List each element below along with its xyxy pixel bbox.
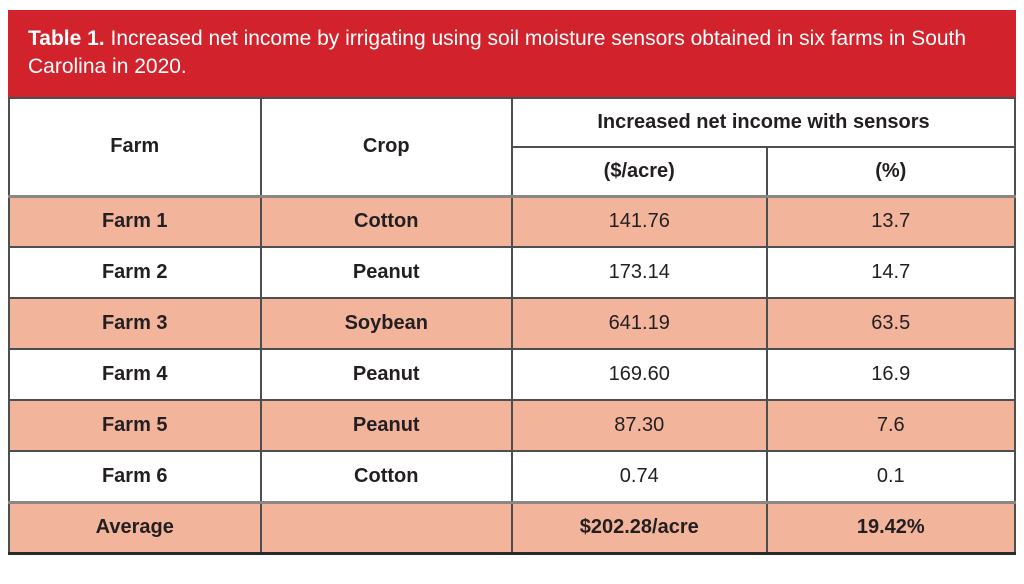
- table-number-label: Table 1.: [28, 27, 105, 50]
- dollars-cell: 641.19: [511, 297, 768, 350]
- crop-cell: Soybean: [259, 297, 513, 350]
- table-title-banner: Table 1. Increased net income by irrigat…: [8, 10, 1016, 97]
- income-table: Farm Crop Increased net income with sens…: [8, 97, 1017, 555]
- farm-cell: Farm 5: [8, 399, 262, 452]
- col-header-dollars-per-acre: ($/acre): [511, 146, 768, 197]
- crop-cell: Peanut: [259, 399, 513, 452]
- percent-cell: 7.6: [765, 399, 1017, 452]
- farm-cell: Farm 1: [8, 194, 262, 248]
- crop-cell: Peanut: [259, 348, 513, 401]
- table-row-farm-3: Farm 3 Soybean 641.19 63.5: [8, 297, 1017, 350]
- dollars-cell: 169.60: [511, 348, 768, 401]
- percent-cell: 16.9: [765, 348, 1017, 401]
- average-crop-cell: [259, 500, 513, 554]
- crop-cell: Cotton: [259, 450, 513, 503]
- col-header-percent: (%): [765, 146, 1017, 197]
- farm-cell: Farm 3: [8, 297, 262, 350]
- farm-cell: Farm 2: [8, 246, 262, 299]
- percent-cell: 13.7: [765, 194, 1017, 248]
- crop-cell: Cotton: [259, 194, 513, 248]
- average-dollars-cell: $202.28/acre: [511, 500, 768, 554]
- table-row-farm-4: Farm 4 Peanut 169.60 16.9: [8, 348, 1017, 401]
- table-caption: Increased net income by irrigating using…: [28, 27, 967, 78]
- percent-cell: 14.7: [765, 246, 1017, 299]
- table-row-farm-6: Farm 6 Cotton 0.74 0.1: [8, 450, 1017, 503]
- farm-cell: Farm 4: [8, 348, 262, 401]
- dollars-cell: 173.14: [511, 246, 768, 299]
- table-row-farm-5: Farm 5 Peanut 87.30 7.6: [8, 399, 1017, 452]
- col-header-income-group: Increased net income with sensors: [511, 97, 1016, 148]
- table-row-average: Average $202.28/acre 19.42%: [8, 500, 1017, 554]
- dollars-cell: 87.30: [511, 399, 768, 452]
- table-title: Table 1. Increased net income by irrigat…: [28, 25, 996, 81]
- table-row-farm-2: Farm 2 Peanut 173.14 14.7: [8, 246, 1017, 299]
- average-percent-cell: 19.42%: [765, 500, 1017, 554]
- header-row-group: Farm Crop Increased net income with sens…: [8, 97, 1016, 197]
- dollars-cell: 0.74: [511, 450, 768, 503]
- col-header-crop: Crop: [259, 97, 513, 197]
- farm-cell: Farm 6: [8, 450, 262, 503]
- dollars-cell: 141.76: [511, 194, 768, 248]
- crop-cell: Peanut: [259, 246, 513, 299]
- col-header-farm: Farm: [8, 97, 262, 197]
- header-row-units: ($/acre) (%): [9, 146, 1017, 197]
- percent-cell: 0.1: [765, 450, 1017, 503]
- table-row-farm-1: Farm 1 Cotton 141.76 13.7: [8, 194, 1017, 248]
- percent-cell: 63.5: [765, 297, 1017, 350]
- average-label-cell: Average: [8, 500, 262, 554]
